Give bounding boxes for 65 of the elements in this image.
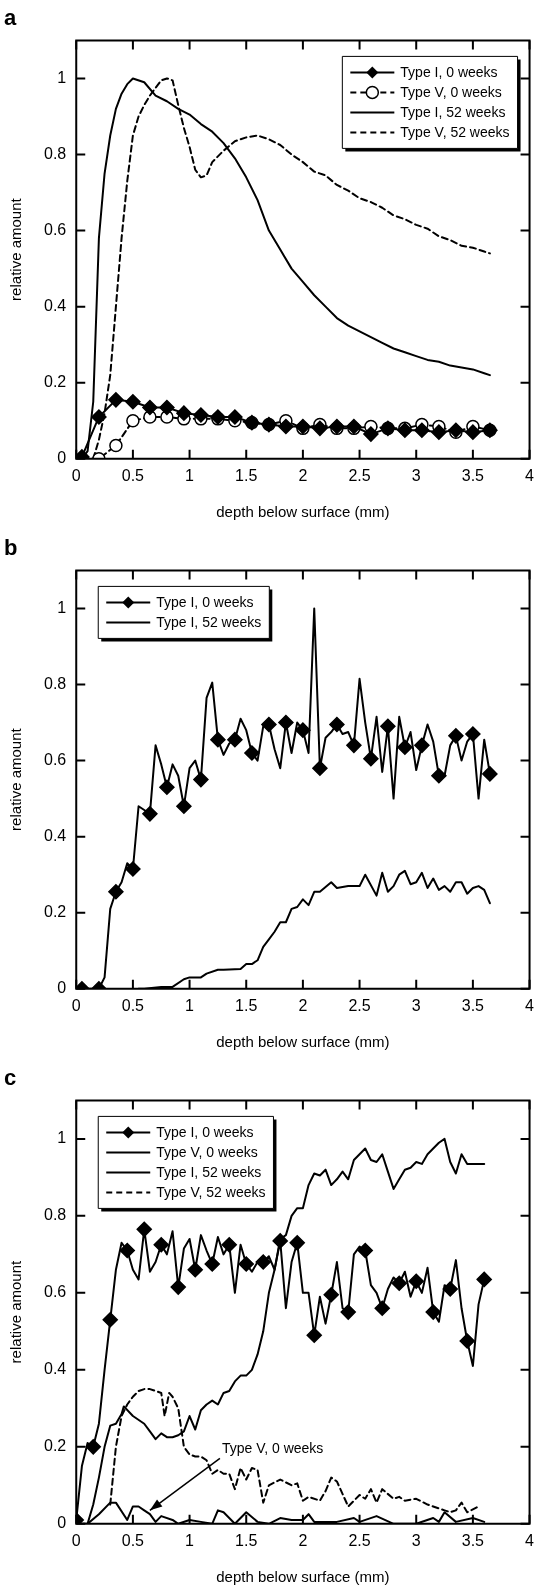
x-tick-label: 1.5: [235, 466, 258, 484]
legend-label: Type V, 0 weeks: [400, 84, 502, 101]
legend-label: Type V, 52 weeks: [156, 1184, 266, 1201]
x-tick-label: 0.5: [121, 1531, 145, 1549]
y-tick-label: 0: [57, 1514, 67, 1532]
y-tick-label: 1: [57, 1129, 67, 1147]
y-tick-label: 0: [57, 449, 67, 467]
x-tick-label: 2.5: [348, 996, 371, 1014]
y-tick-label: 0.4: [43, 827, 67, 845]
y-tick-label: 0.2: [43, 903, 67, 921]
x-tick-label: 3.5: [461, 466, 485, 484]
x-tick-label: 0.5: [121, 466, 145, 484]
x-tick-label: 0: [71, 996, 81, 1014]
x-tick-label: 4: [525, 466, 535, 484]
chart-title: c: [4, 1065, 17, 1091]
x-tick-label: 2: [298, 1531, 308, 1549]
legend-label: Type I, 0 weeks: [156, 594, 254, 611]
x-tick-label: 3: [411, 996, 421, 1014]
y-tick-label: 0.8: [43, 674, 67, 692]
y-tick-label: 0: [57, 979, 67, 997]
x-axis-title: depth below surface (mm): [216, 1033, 390, 1051]
x-tick-label: 4: [525, 996, 535, 1014]
y-tick-label: 0.4: [43, 1360, 67, 1378]
y-tick-label: 1: [57, 598, 67, 616]
y-tick-label: 0.6: [43, 220, 67, 238]
y-tick-label: 0.6: [43, 750, 67, 768]
y-axis-title: relative amount: [7, 727, 25, 831]
x-tick-label: 2.5: [348, 1531, 371, 1549]
y-tick-label: 0.4: [43, 297, 67, 315]
y-tick-label: 0.2: [43, 373, 67, 391]
x-tick-label: 2: [298, 996, 308, 1014]
chart-title: b: [4, 535, 18, 561]
x-tick-label: 3: [411, 466, 421, 484]
legend-label: Type I, 0 weeks: [156, 1124, 254, 1141]
x-tick-label: 2: [298, 466, 308, 484]
y-tick-label: 0.6: [43, 1283, 67, 1301]
legend-label: Type I, 52 weeks: [400, 104, 506, 121]
x-tick-label: 1.5: [235, 996, 258, 1014]
x-axis-title: depth below surface (mm): [216, 503, 390, 521]
y-axis-title: relative amount: [7, 197, 25, 301]
legend-label: Type V, 0 weeks: [156, 1144, 258, 1161]
x-tick-label: 3.5: [461, 1531, 485, 1549]
x-tick-label: 1: [185, 466, 195, 484]
x-tick-label: 0: [71, 1531, 81, 1549]
chart-title: a: [4, 5, 17, 31]
legend-label: Type I, 0 weeks: [400, 64, 498, 81]
x-tick-label: 0: [71, 466, 81, 484]
x-tick-label: 3: [411, 1531, 421, 1549]
y-tick-label: 0.8: [43, 144, 67, 162]
legend-label: Type V, 52 weeks: [400, 124, 510, 141]
x-tick-label: 2.5: [348, 466, 371, 484]
y-tick-label: 0.2: [43, 1437, 67, 1455]
y-tick-label: 0.8: [43, 1206, 67, 1224]
x-axis-title: depth below surface (mm): [216, 1568, 390, 1586]
x-tick-label: 0.5: [121, 996, 145, 1014]
annotation: Type V, 0 weeks: [221, 1440, 324, 1457]
y-tick-label: 1: [57, 68, 67, 86]
legend-label: Type I, 52 weeks: [156, 1164, 262, 1181]
x-tick-label: 1.5: [235, 1531, 258, 1549]
x-tick-label: 4: [525, 1531, 535, 1549]
x-tick-label: 3.5: [461, 996, 485, 1014]
x-tick-label: 1: [185, 1531, 195, 1549]
x-tick-label: 1: [185, 996, 195, 1014]
y-axis-title: relative amount: [7, 1259, 25, 1364]
legend-label: Type I, 52 weeks: [156, 614, 262, 631]
